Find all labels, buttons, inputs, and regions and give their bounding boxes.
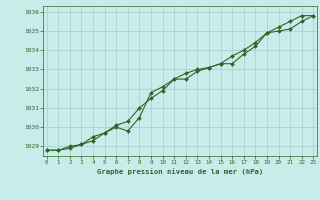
X-axis label: Graphe pression niveau de la mer (hPa): Graphe pression niveau de la mer (hPa) [97,168,263,175]
